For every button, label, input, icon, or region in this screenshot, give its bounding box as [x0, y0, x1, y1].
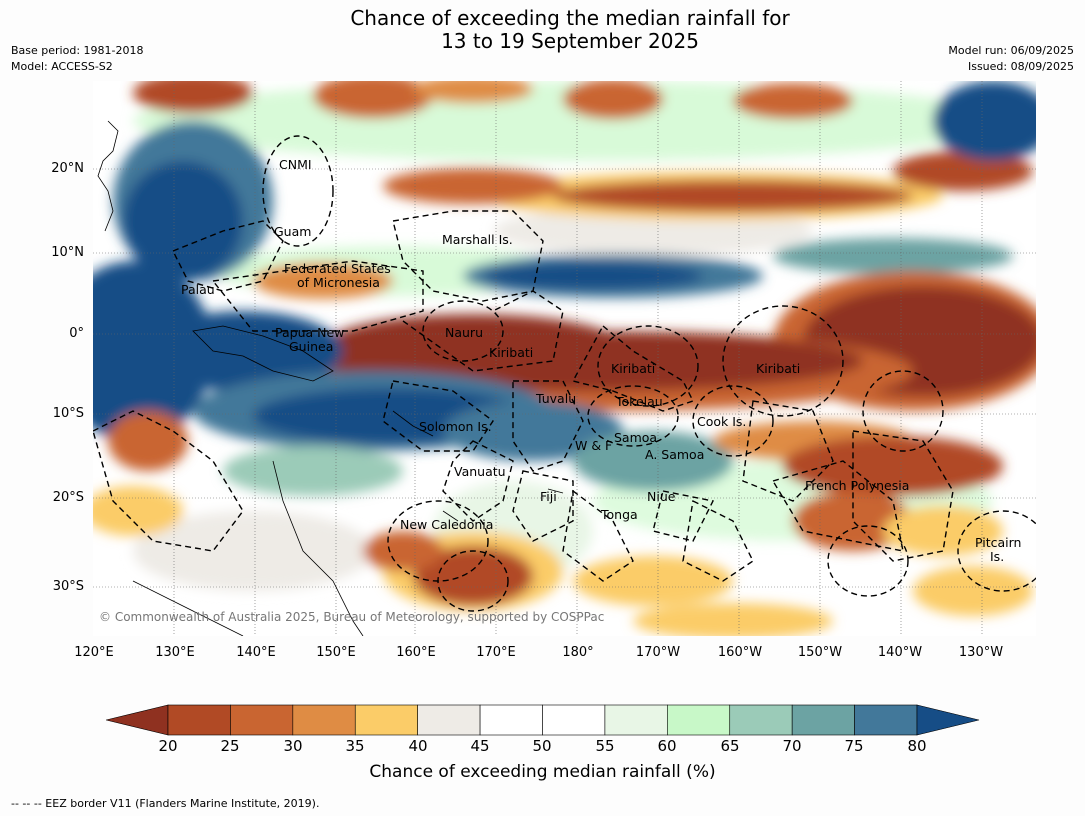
- cb-tick-45: 45: [470, 737, 490, 755]
- rainfall-probability-field: [93, 81, 1036, 636]
- label-kiribati-west: Kiribati: [489, 345, 533, 360]
- cb-tick-55: 55: [595, 737, 615, 755]
- label-kiribati-central: Kiribati: [611, 361, 655, 376]
- colorbar-high-arrow: [916, 704, 980, 736]
- label-palau: Palau: [181, 282, 215, 297]
- base-period: Base period: 1981-2018: [11, 44, 144, 57]
- label-pitcairn-2: Is.: [990, 549, 1004, 564]
- label-asamoa: A. Samoa: [645, 447, 704, 462]
- colorbar-segment: [354, 704, 418, 736]
- lon-label-150e: 150°E: [316, 645, 356, 660]
- meta-left: Base period: 1981-2018 Model: ACCESS-S2: [11, 43, 143, 75]
- label-marshall: Marshall Is.: [442, 232, 513, 247]
- colorbar-low-arrow: [106, 704, 169, 736]
- colorbar-segment: [292, 704, 356, 736]
- model-name: Model: ACCESS-S2: [11, 60, 113, 73]
- lon-label-130w: 130°W: [958, 645, 1004, 660]
- colorbar-segment: [604, 704, 668, 736]
- title-line-2: 13 to 19 September 2025: [441, 29, 699, 53]
- label-tuvalu: Tuvalu: [535, 391, 576, 406]
- model-run: Model run: 06/09/2025: [948, 44, 1074, 57]
- lon-label-160w: 160°W: [717, 645, 763, 660]
- coastlines: [97, 120, 564, 636]
- lat-label-10s: 10°S: [52, 406, 84, 421]
- label-solomon: Solomon Is.: [419, 419, 492, 434]
- colorbar-segment: [417, 704, 481, 736]
- label-pitcairn-1: Pitcairn: [975, 535, 1021, 550]
- label-png-2: Guinea: [289, 339, 333, 354]
- label-fiji: Fiji: [540, 489, 557, 504]
- lon-label-170w: 170°W: [635, 645, 681, 660]
- lon-label-140e: 140°E: [236, 645, 276, 660]
- lon-label-150w: 150°W: [797, 645, 843, 660]
- graticule: [93, 81, 1036, 636]
- lon-label-140w: 140°W: [877, 645, 923, 660]
- colorbar-segment: [542, 704, 606, 736]
- label-png-1: Papua New: [275, 325, 344, 340]
- meta-right: Model run: 06/09/2025 Issued: 08/09/2025: [948, 43, 1074, 75]
- colorbar-segment: [854, 704, 918, 736]
- lon-label-170e: 170°E: [476, 645, 516, 660]
- cb-tick-35: 35: [345, 737, 365, 755]
- label-new-caledonia: New Caledonia: [400, 517, 493, 532]
- eez-footnote: -- -- -- EEZ border V11 (Flanders Marine…: [11, 797, 320, 810]
- rainfall-map: CNMI Guam Marshall Is. Federated States …: [93, 81, 1036, 636]
- colorbar-title: Chance of exceeding median rainfall (%): [369, 762, 716, 782]
- cb-tick-25: 25: [220, 737, 240, 755]
- colorbar-segment: [791, 704, 855, 736]
- cb-tick-65: 65: [720, 737, 740, 755]
- issued-date: Issued: 08/09/2025: [967, 60, 1074, 73]
- label-guam: Guam: [274, 224, 311, 239]
- cb-tick-20: 20: [158, 737, 178, 755]
- cb-tick-50: 50: [532, 737, 552, 755]
- lat-label-30s: 30°S: [52, 579, 84, 594]
- label-cook: Cook Is.: [697, 414, 746, 429]
- lon-label-160e: 160°E: [396, 645, 436, 660]
- label-niue: Niue: [647, 489, 676, 504]
- cb-tick-40: 40: [408, 737, 428, 755]
- lon-label-130e: 130°E: [155, 645, 195, 660]
- title-line-1: Chance of exceeding the median rainfall …: [350, 6, 790, 30]
- label-kiribati-east: Kiribati: [756, 361, 800, 376]
- region-labels: CNMI Guam Marshall Is. Federated States …: [181, 157, 1021, 564]
- lon-label-180: 180°: [562, 645, 594, 660]
- lat-label-0: 0°: [69, 326, 84, 341]
- label-tokelau: Tokelau: [615, 394, 663, 409]
- label-french-polynesia: French Polynesia: [805, 478, 909, 493]
- eez-borders: [93, 135, 1036, 612]
- lon-label-120e: 120°E: [74, 645, 114, 660]
- cb-tick-60: 60: [657, 737, 677, 755]
- lat-label-10n: 10°N: [51, 245, 84, 260]
- cb-tick-75: 75: [844, 737, 864, 755]
- colorbar-segment: [729, 704, 793, 736]
- label-samoa: Samoa: [614, 430, 657, 445]
- cb-tick-80: 80: [907, 737, 927, 755]
- colorbar-segment: [230, 704, 294, 736]
- label-fsm-2: of Micronesia: [297, 275, 380, 290]
- colorbar: [106, 704, 980, 736]
- map-title: Chance of exceeding the median rainfall …: [0, 7, 1085, 53]
- lat-label-20n: 20°N: [51, 161, 84, 176]
- colorbar-segments: [167, 704, 918, 736]
- colorbar-segment: [167, 704, 231, 736]
- lat-label-20s: 20°S: [52, 490, 84, 505]
- colorbar-segment: [479, 704, 543, 736]
- label-tonga: Tonga: [600, 507, 638, 522]
- cb-tick-30: 30: [283, 737, 303, 755]
- label-cnmi: CNMI: [279, 157, 312, 172]
- label-vanuatu: Vanuatu: [454, 464, 506, 479]
- label-fsm-1: Federated States: [284, 261, 391, 276]
- label-wf: W & F: [575, 438, 612, 453]
- copyright-notice: © Commonwealth of Australia 2025, Bureau…: [99, 610, 604, 624]
- colorbar-segment: [667, 704, 731, 736]
- label-nauru: Nauru: [445, 325, 483, 340]
- cb-tick-70: 70: [782, 737, 802, 755]
